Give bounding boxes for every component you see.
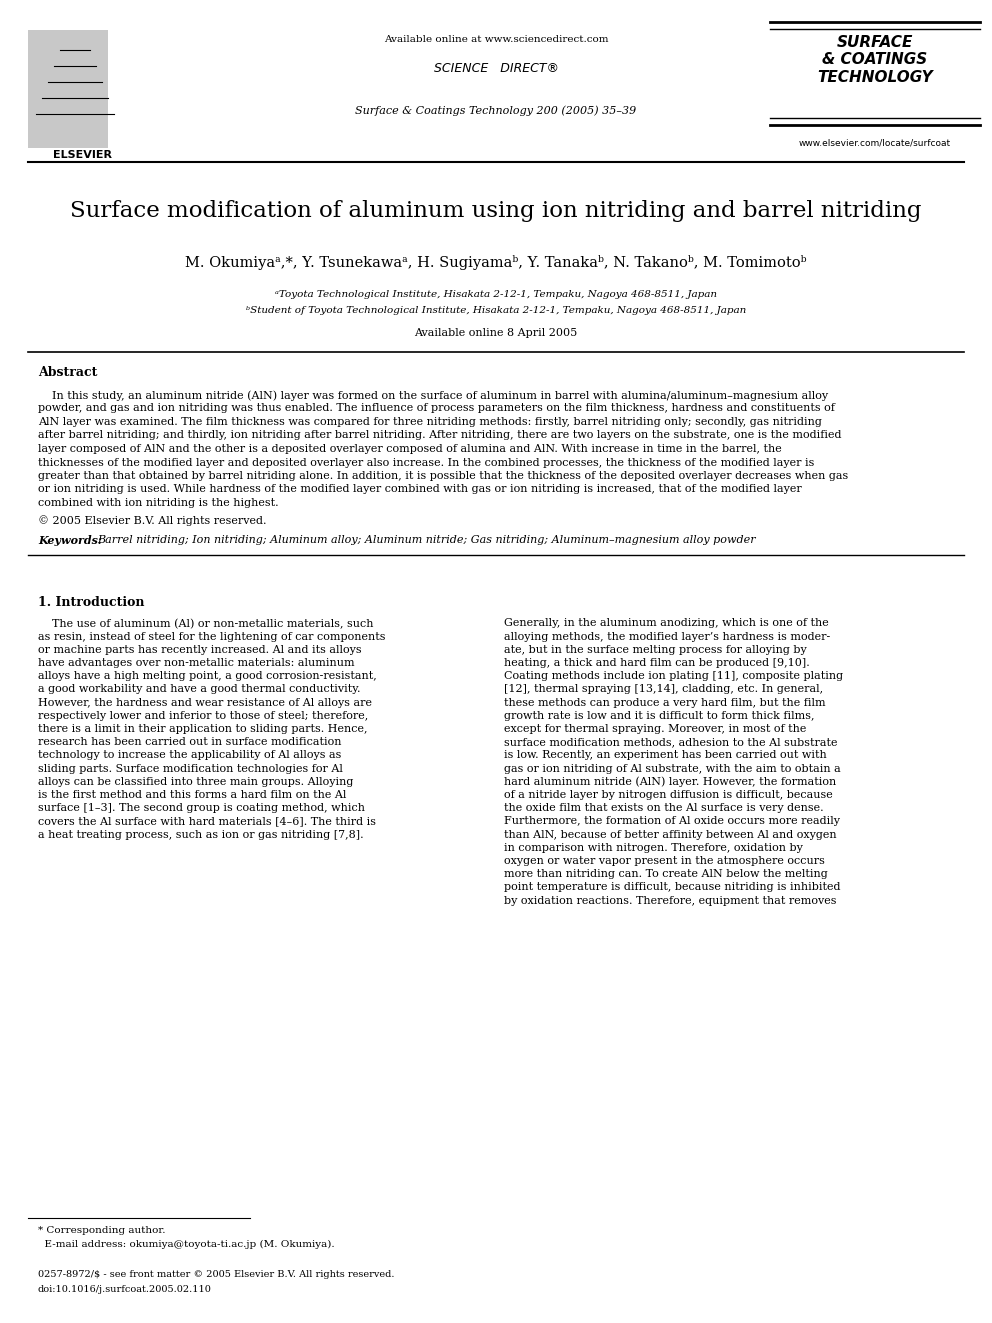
Text: M. Okumiyaᵃ,*, Y. Tsunekawaᵃ, H. Sugiyamaᵇ, Y. Tanakaᵇ, N. Takanoᵇ, M. Tomimotoᵇ: M. Okumiyaᵃ,*, Y. Tsunekawaᵃ, H. Sugiyam… xyxy=(186,255,806,270)
Text: The use of aluminum (Al) or non-metallic materials, such: The use of aluminum (Al) or non-metallic… xyxy=(38,618,374,628)
Text: Abstract: Abstract xyxy=(38,366,97,378)
Text: However, the hardness and wear resistance of Al alloys are: However, the hardness and wear resistanc… xyxy=(38,697,372,708)
Text: * Corresponding author.: * Corresponding author. xyxy=(38,1226,166,1234)
Text: is low. Recently, an experiment has been carried out with: is low. Recently, an experiment has been… xyxy=(504,750,826,761)
Text: respectively lower and inferior to those of steel; therefore,: respectively lower and inferior to those… xyxy=(38,710,368,721)
Text: there is a limit in their application to sliding parts. Hence,: there is a limit in their application to… xyxy=(38,724,367,734)
Text: these methods can produce a very hard film, but the film: these methods can produce a very hard fi… xyxy=(504,697,825,708)
Text: a good workability and have a good thermal conductivity.: a good workability and have a good therm… xyxy=(38,684,360,695)
Text: Surface modification of aluminum using ion nitriding and barrel nitriding: Surface modification of aluminum using i… xyxy=(70,200,922,222)
Text: by oxidation reactions. Therefore, equipment that removes: by oxidation reactions. Therefore, equip… xyxy=(504,896,836,906)
Text: [12], thermal spraying [13,14], cladding, etc. In general,: [12], thermal spraying [13,14], cladding… xyxy=(504,684,823,695)
Text: thicknesses of the modified layer and deposited overlayer also increase. In the : thicknesses of the modified layer and de… xyxy=(38,458,814,467)
Text: the oxide film that exists on the Al surface is very dense.: the oxide film that exists on the Al sur… xyxy=(504,803,823,814)
Text: a heat treating process, such as ion or gas nitriding [7,8].: a heat treating process, such as ion or … xyxy=(38,830,364,840)
Text: except for thermal spraying. Moreover, in most of the: except for thermal spraying. Moreover, i… xyxy=(504,724,806,734)
Text: of a nitride layer by nitrogen diffusion is difficult, because: of a nitride layer by nitrogen diffusion… xyxy=(504,790,832,800)
Text: ᵃToyota Technological Institute, Hisakata 2-12-1, Tempaku, Nagoya 468-8511, Japa: ᵃToyota Technological Institute, Hisakat… xyxy=(275,290,717,299)
Text: have advantages over non-metallic materials: aluminum: have advantages over non-metallic materi… xyxy=(38,658,354,668)
Text: surface modification methods, adhesion to the Al substrate: surface modification methods, adhesion t… xyxy=(504,737,837,747)
Text: alloys can be classified into three main groups. Alloying: alloys can be classified into three main… xyxy=(38,777,353,787)
Text: doi:10.1016/j.surfcoat.2005.02.110: doi:10.1016/j.surfcoat.2005.02.110 xyxy=(38,1285,212,1294)
Text: SURFACE
& COATINGS
TECHNOLOGY: SURFACE & COATINGS TECHNOLOGY xyxy=(817,34,932,85)
Text: SCIENCE   DIRECT®: SCIENCE DIRECT® xyxy=(434,62,558,75)
Text: combined with ion nitriding is the highest.: combined with ion nitriding is the highe… xyxy=(38,497,279,508)
Text: Available online 8 April 2005: Available online 8 April 2005 xyxy=(415,328,577,337)
Text: or machine parts has recently increased. Al and its alloys: or machine parts has recently increased.… xyxy=(38,644,362,655)
Text: is the first method and this forms a hard film on the Al: is the first method and this forms a har… xyxy=(38,790,346,800)
Text: ELSEVIER: ELSEVIER xyxy=(53,149,111,160)
Text: after barrel nitriding; and thirdly, ion nitriding after barrel nitriding. After: after barrel nitriding; and thirdly, ion… xyxy=(38,430,841,441)
Text: powder, and gas and ion nitriding was thus enabled. The influence of process par: powder, and gas and ion nitriding was th… xyxy=(38,404,835,414)
Text: than AlN, because of better affinity between Al and oxygen: than AlN, because of better affinity bet… xyxy=(504,830,836,840)
Text: 1. Introduction: 1. Introduction xyxy=(38,597,145,610)
Text: alloying methods, the modified layer’s hardness is moder-: alloying methods, the modified layer’s h… xyxy=(504,631,830,642)
Text: Barrel nitriding; Ion nitriding; Aluminum alloy; Aluminum nitride; Gas nitriding: Barrel nitriding; Ion nitriding; Aluminu… xyxy=(97,534,756,545)
Text: ᵇStudent of Toyota Technological Institute, Hisakata 2-12-1, Tempaku, Nagoya 468: ᵇStudent of Toyota Technological Institu… xyxy=(246,306,746,315)
Text: or ion nitriding is used. While hardness of the modified layer combined with gas: or ion nitriding is used. While hardness… xyxy=(38,484,802,495)
Text: growth rate is low and it is difficult to form thick films,: growth rate is low and it is difficult t… xyxy=(504,710,814,721)
Text: sliding parts. Surface modification technologies for Al: sliding parts. Surface modification tech… xyxy=(38,763,343,774)
Text: © 2005 Elsevier B.V. All rights reserved.: © 2005 Elsevier B.V. All rights reserved… xyxy=(38,516,267,527)
Text: E-mail address: okumiya@toyota-ti.ac.jp (M. Okumiya).: E-mail address: okumiya@toyota-ti.ac.jp … xyxy=(38,1240,334,1249)
Text: layer composed of AlN and the other is a deposited overlayer composed of alumina: layer composed of AlN and the other is a… xyxy=(38,445,782,454)
Text: www.elsevier.com/locate/surfcoat: www.elsevier.com/locate/surfcoat xyxy=(799,138,951,147)
Text: covers the Al surface with hard materials [4–6]. The third is: covers the Al surface with hard material… xyxy=(38,816,376,827)
Text: AlN layer was examined. The film thickness was compared for three nitriding meth: AlN layer was examined. The film thickne… xyxy=(38,417,822,427)
Text: Surface & Coatings Technology 200 (2005) 35–39: Surface & Coatings Technology 200 (2005)… xyxy=(355,105,637,115)
Bar xyxy=(28,30,108,148)
Text: technology to increase the applicability of Al alloys as: technology to increase the applicability… xyxy=(38,750,341,761)
Text: 0257-8972/$ - see front matter © 2005 Elsevier B.V. All rights reserved.: 0257-8972/$ - see front matter © 2005 El… xyxy=(38,1270,395,1279)
Text: surface [1–3]. The second group is coating method, which: surface [1–3]. The second group is coati… xyxy=(38,803,365,814)
Text: Furthermore, the formation of Al oxide occurs more readily: Furthermore, the formation of Al oxide o… xyxy=(504,816,840,827)
Text: research has been carried out in surface modification: research has been carried out in surface… xyxy=(38,737,341,747)
Text: Coating methods include ion plating [11], composite plating: Coating methods include ion plating [11]… xyxy=(504,671,843,681)
Text: as resin, instead of steel for the lightening of car components: as resin, instead of steel for the light… xyxy=(38,631,386,642)
Text: alloys have a high melting point, a good corrosion-resistant,: alloys have a high melting point, a good… xyxy=(38,671,377,681)
Text: Available online at www.sciencedirect.com: Available online at www.sciencedirect.co… xyxy=(384,34,608,44)
Text: more than nitriding can. To create AlN below the melting: more than nitriding can. To create AlN b… xyxy=(504,869,827,880)
Text: hard aluminum nitride (AlN) layer. However, the formation: hard aluminum nitride (AlN) layer. Howev… xyxy=(504,777,836,787)
Text: heating, a thick and hard film can be produced [9,10].: heating, a thick and hard film can be pr… xyxy=(504,658,809,668)
Text: in comparison with nitrogen. Therefore, oxidation by: in comparison with nitrogen. Therefore, … xyxy=(504,843,803,853)
Text: Keywords:: Keywords: xyxy=(38,534,102,546)
Text: In this study, an aluminum nitride (AlN) layer was formed on the surface of alum: In this study, an aluminum nitride (AlN)… xyxy=(38,390,828,401)
Text: gas or ion nitriding of Al substrate, with the aim to obtain a: gas or ion nitriding of Al substrate, wi… xyxy=(504,763,841,774)
Text: greater than that obtained by barrel nitriding alone. In addition, it is possibl: greater than that obtained by barrel nit… xyxy=(38,471,848,482)
Text: oxygen or water vapor present in the atmosphere occurs: oxygen or water vapor present in the atm… xyxy=(504,856,825,867)
Text: point temperature is difficult, because nitriding is inhibited: point temperature is difficult, because … xyxy=(504,882,840,893)
Text: ate, but in the surface melting process for alloying by: ate, but in the surface melting process … xyxy=(504,644,806,655)
Text: Generally, in the aluminum anodizing, which is one of the: Generally, in the aluminum anodizing, wh… xyxy=(504,618,828,628)
